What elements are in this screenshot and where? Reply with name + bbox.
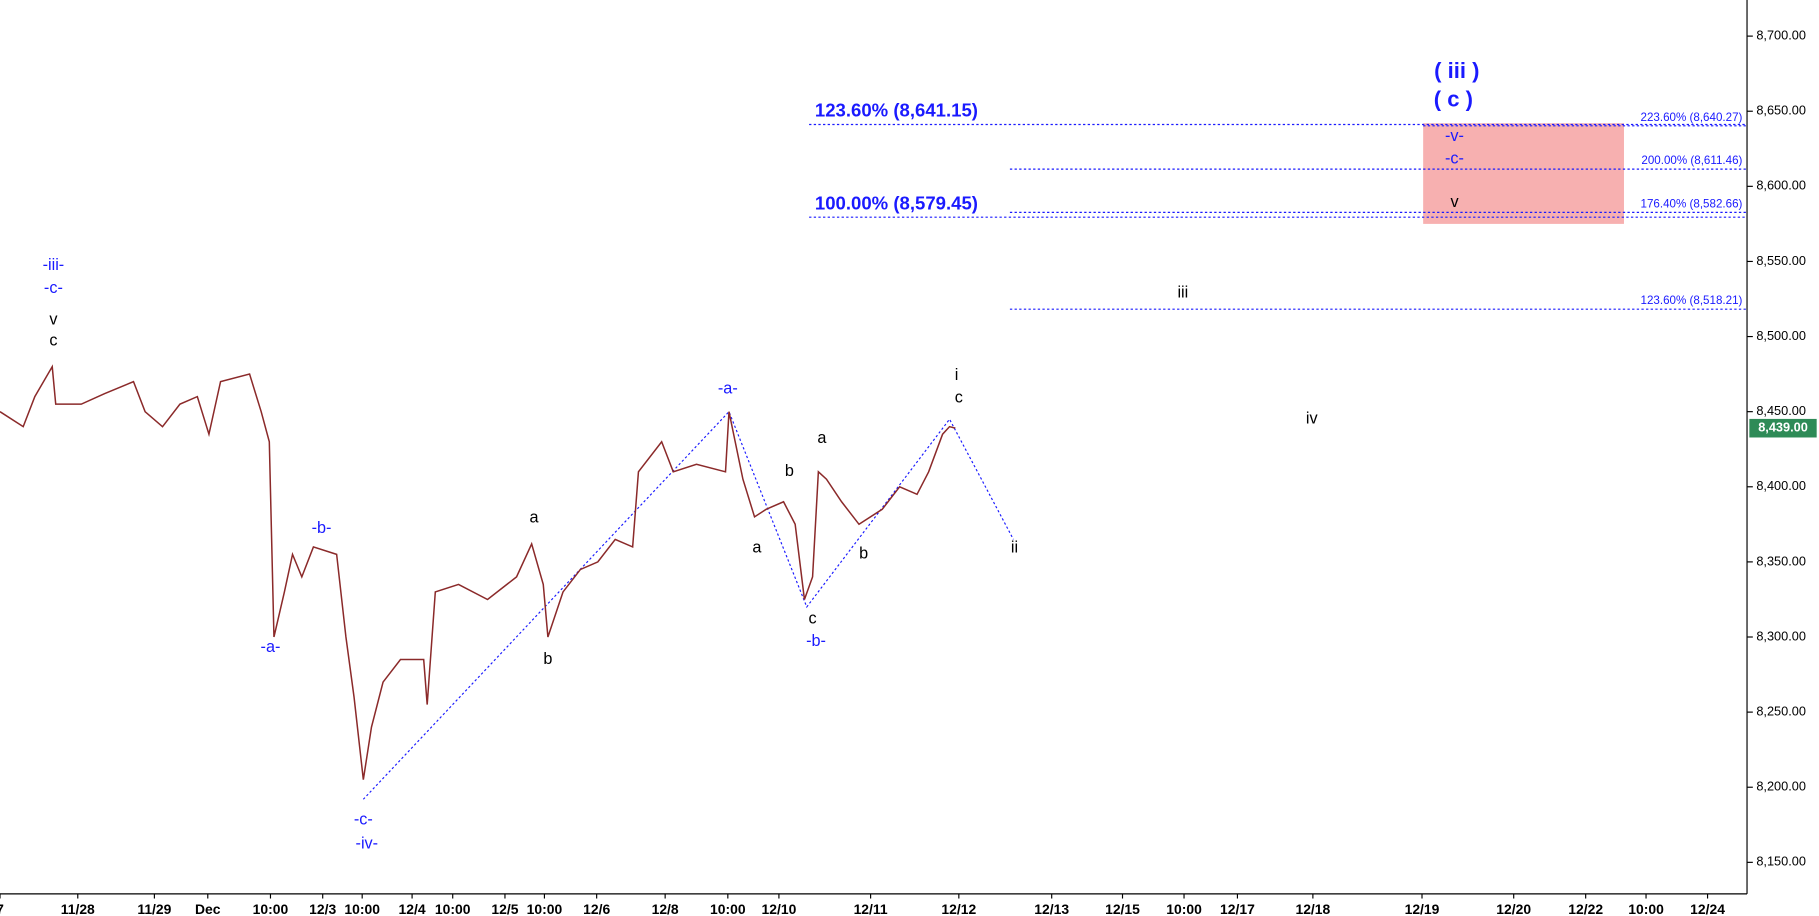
x-tick-label: 11/28 [61,901,95,916]
y-tick-label: 8,150.00 [1756,854,1806,869]
last-price-badge [1749,418,1817,438]
x-tick-label: Dec [195,901,221,916]
x-tick-label: 10:00 [1166,901,1202,916]
last-price-label: 8,439.00 [1758,420,1808,435]
fib-label: 176.40% (8,582.66) [1641,197,1743,210]
wave-label: a [752,539,762,557]
wave-label: ( iii ) [1434,58,1479,83]
wave-label: v [1450,193,1459,211]
x-tick-label: 12/18 [1295,901,1330,916]
x-tick-label: 12/6 [583,901,610,916]
fib-label: 223.60% (8,640.27) [1641,111,1743,124]
x-tick-label: 10:00 [1628,901,1664,916]
y-tick-label: 8,250.00 [1756,703,1806,718]
x-tick-label: 10:00 [710,901,746,916]
y-tick-label: 8,350.00 [1756,553,1806,568]
x-tick-label: 12/24 [1690,901,1725,916]
wave-label: -c- [354,811,373,829]
wave-label: a [529,509,539,527]
wave-label: b [785,462,794,480]
fib-label: 200.00% (8,611.46) [1641,154,1742,167]
x-tick-label: 12/3 [309,901,336,916]
wave-label: -a- [261,638,281,656]
x-tick-label: 12/8 [652,901,679,916]
x-tick-label: 12/10 [762,901,797,916]
y-tick-label: 8,700.00 [1756,27,1806,42]
x-tick-label: 12/12 [941,901,976,916]
y-tick-label: 8,600.00 [1756,178,1806,193]
x-tick-label: 12/15 [1105,901,1140,916]
wave-label: iv [1306,409,1319,427]
target-zone [1423,123,1624,224]
x-tick-label: 10:00 [527,901,563,916]
y-tick-label: 8,450.00 [1756,403,1806,418]
wave-line [362,410,1014,800]
x-tick-label: 10:00 [435,901,471,916]
wave-label: -c- [1445,150,1464,168]
x-tick-label: 12/5 [491,901,518,916]
wave-label: ii [1011,539,1018,557]
x-tick-label: 12/13 [1034,901,1069,916]
wave-label: -a- [718,379,738,397]
wave-label: iii [1177,283,1188,301]
wave-label: c [955,388,963,406]
wave-label: a [817,429,827,447]
y-tick-label: 8,500.00 [1756,328,1806,343]
x-tick-label: 10:00 [344,901,380,916]
y-tick-label: 8,550.00 [1756,253,1806,268]
fib-label: 123.60% (8,641.15) [815,100,978,121]
x-tick-label: 12/11 [854,901,888,916]
x-tick-label: 12/19 [1405,901,1440,916]
wave-label: -iv- [356,835,379,853]
y-tick-label: 8,200.00 [1756,779,1806,794]
x-tick-label: 10:00 [253,901,289,916]
wave-label: ( c ) [1434,87,1473,112]
x-tick-label: 11/29 [137,901,171,916]
x-tick-label: 12/4 [399,901,426,916]
price-line [0,364,956,780]
wave-label: -b- [806,632,826,650]
wave-label: -b- [312,519,332,537]
wave-label: -c- [44,279,63,297]
wave-label: b [859,545,868,563]
wave-label: -v- [1445,127,1464,145]
y-tick-label: 8,300.00 [1756,628,1806,643]
x-tick-label: 12/22 [1568,901,1603,916]
y-tick-label: 8,650.00 [1756,103,1806,118]
wave-label: c [49,331,57,349]
x-tick-label: 7 [0,901,4,916]
x-tick-label: 12/17 [1220,901,1255,916]
x-tick-label: 12/20 [1496,901,1531,916]
wave-label: b [543,650,552,668]
fib-label: 123.60% (8,518.21) [1641,294,1743,307]
wave-label: i [955,366,959,384]
y-tick-label: 8,400.00 [1756,478,1806,493]
wave-label: v [49,310,58,328]
wave-label: -iii- [43,256,65,274]
fib-label: 100.00% (8,579.45) [815,192,978,213]
wave-label: c [809,609,817,627]
